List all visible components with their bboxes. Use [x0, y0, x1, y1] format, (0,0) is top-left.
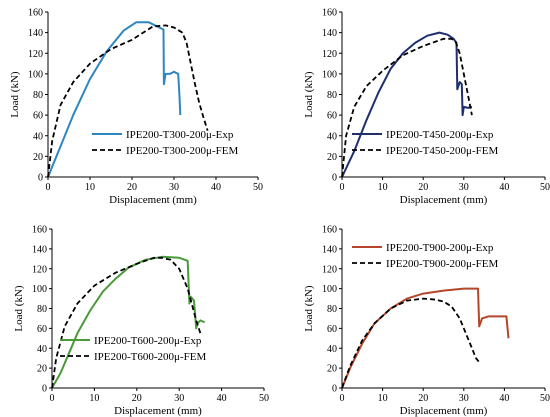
- legend: IPE200-T450-200μ-Exp IPE200-T450-200μ-FEM: [352, 129, 498, 157]
- y-tick-label: 100: [322, 69, 337, 80]
- x-tick-label: 50: [259, 393, 269, 404]
- legend-label: IPE200-T600-200μ-Exp: [94, 335, 202, 347]
- y-tick-label: 160: [28, 8, 43, 19]
- x-tick-label: 40: [217, 393, 227, 404]
- chart-panel-3: 0 20 40 60 80 100 120 140 160 0 10 20 30 40 50 Displace…: [13, 225, 269, 417]
- x-tick-label: 50: [540, 393, 550, 404]
- y-axis-title: Load (kN): [9, 71, 21, 117]
- legend-label: IPE200-T300-200μ-Exp: [126, 129, 234, 141]
- y-tick-label: 80: [327, 304, 337, 315]
- x-tick-label: 50: [253, 182, 263, 193]
- x-tick-label: 0: [46, 182, 51, 193]
- x-tick-label: 20: [418, 393, 428, 404]
- y-tick-label: 40: [37, 344, 47, 355]
- x-tick-label: 0: [340, 182, 345, 193]
- x-axis-title: Displacement (mm): [400, 194, 488, 206]
- y-tick-label: 120: [28, 49, 43, 60]
- y-tick-label: 80: [33, 90, 43, 101]
- y-tick-label: 20: [327, 364, 337, 375]
- series-line-exp: [341, 287, 510, 389]
- y-tick-label: 60: [327, 111, 337, 122]
- y-tick-label: 60: [33, 111, 43, 122]
- y-tick-label: 20: [33, 152, 43, 163]
- x-tick-label: 30: [174, 393, 184, 404]
- chart-panel-2: 0 20 40 60 80 100 120 140 160 0 10 20 30 40 50 Displace…: [303, 8, 550, 207]
- legend-label: IPE200-T450-200μ-FEM: [386, 145, 498, 157]
- x-axis-title: Displacement (mm): [114, 405, 202, 417]
- x-tick-label: 10: [89, 393, 99, 404]
- x-tick-label: 30: [459, 393, 469, 404]
- x-tick-label: 40: [499, 393, 509, 404]
- y-tick-label: 20: [37, 364, 47, 375]
- legend-label: IPE200-T450-200μ-Exp: [386, 129, 494, 141]
- chart-panel-1: 0 20 40 60 80 100 120 140 160 0 10 20 30 40 50 Displace…: [9, 8, 263, 207]
- x-tick-label: 40: [211, 182, 221, 193]
- y-tick-label: 120: [322, 49, 337, 60]
- chart-panel-4: 0 20 40 60 80 100 120 140 160 0 10 20 30 40 50 Displace…: [303, 225, 550, 417]
- series-line-fem: [47, 24, 209, 178]
- y-tick-label: 140: [322, 28, 337, 39]
- series-line-fem: [341, 37, 473, 178]
- y-tick-label: 140: [322, 244, 337, 255]
- series-line-exp: [51, 255, 206, 389]
- legend: IPE200-T600-200μ-Exp IPE200-T600-200μ-FEM: [60, 335, 206, 363]
- legend-label: IPE200-T900-200μ-Exp: [386, 242, 494, 254]
- x-tick-label: 40: [499, 182, 509, 193]
- y-tick-label: 40: [327, 131, 337, 142]
- y-tick-label: 40: [327, 344, 337, 355]
- x-tick-label: 20: [132, 393, 142, 404]
- y-tick-label: 140: [28, 28, 43, 39]
- y-tick-label: 80: [37, 304, 47, 315]
- x-axis-title: Displacement (mm): [109, 194, 197, 206]
- y-tick-label: 120: [32, 264, 47, 275]
- y-tick-label: 20: [327, 152, 337, 163]
- y-axis-title: Load (kN): [303, 71, 315, 117]
- y-tick-label: 40: [33, 131, 43, 142]
- series-line-exp: [47, 21, 182, 178]
- legend: IPE200-T300-200μ-Exp IPE200-T300-200μ-FEM: [92, 129, 238, 157]
- y-tick-label: 100: [322, 284, 337, 295]
- x-tick-label: 10: [85, 182, 95, 193]
- legend-label: IPE200-T900-200μ-FEM: [386, 258, 498, 270]
- x-tick-label: 10: [378, 182, 388, 193]
- x-tick-label: 0: [340, 393, 345, 404]
- y-tick-label: 100: [32, 284, 47, 295]
- y-tick-label: 100: [28, 69, 43, 80]
- legend-label: IPE200-T300-200μ-FEM: [126, 145, 238, 157]
- y-tick-label: 160: [322, 225, 337, 236]
- y-axis-title: Load (kN): [13, 285, 25, 331]
- y-tick-label: 160: [322, 8, 337, 19]
- y-tick-label: 60: [37, 324, 47, 335]
- legend-label: IPE200-T600-200μ-FEM: [94, 351, 206, 363]
- series-line-exp: [341, 31, 473, 178]
- y-tick-label: 0: [42, 384, 47, 395]
- y-tick-label: 0: [38, 173, 43, 184]
- y-axis-title: Load (kN): [303, 285, 315, 331]
- y-tick-label: 0: [332, 384, 337, 395]
- legend: IPE200-T900-200μ-Exp IPE200-T900-200μ-FEM: [352, 242, 498, 270]
- series-line-fem: [51, 256, 202, 389]
- x-axis-title: Displacement (mm): [400, 405, 488, 417]
- x-tick-label: 30: [459, 182, 469, 193]
- x-tick-label: 30: [169, 182, 179, 193]
- y-tick-label: 140: [32, 244, 47, 255]
- x-tick-label: 0: [50, 393, 55, 404]
- x-tick-label: 20: [418, 182, 428, 193]
- x-tick-label: 50: [540, 182, 550, 193]
- y-tick-label: 160: [32, 225, 47, 236]
- y-tick-label: 0: [332, 173, 337, 184]
- y-tick-label: 60: [327, 324, 337, 335]
- x-tick-label: 20: [127, 182, 137, 193]
- x-tick-label: 10: [378, 393, 388, 404]
- y-tick-label: 120: [322, 264, 337, 275]
- y-tick-label: 80: [327, 90, 337, 101]
